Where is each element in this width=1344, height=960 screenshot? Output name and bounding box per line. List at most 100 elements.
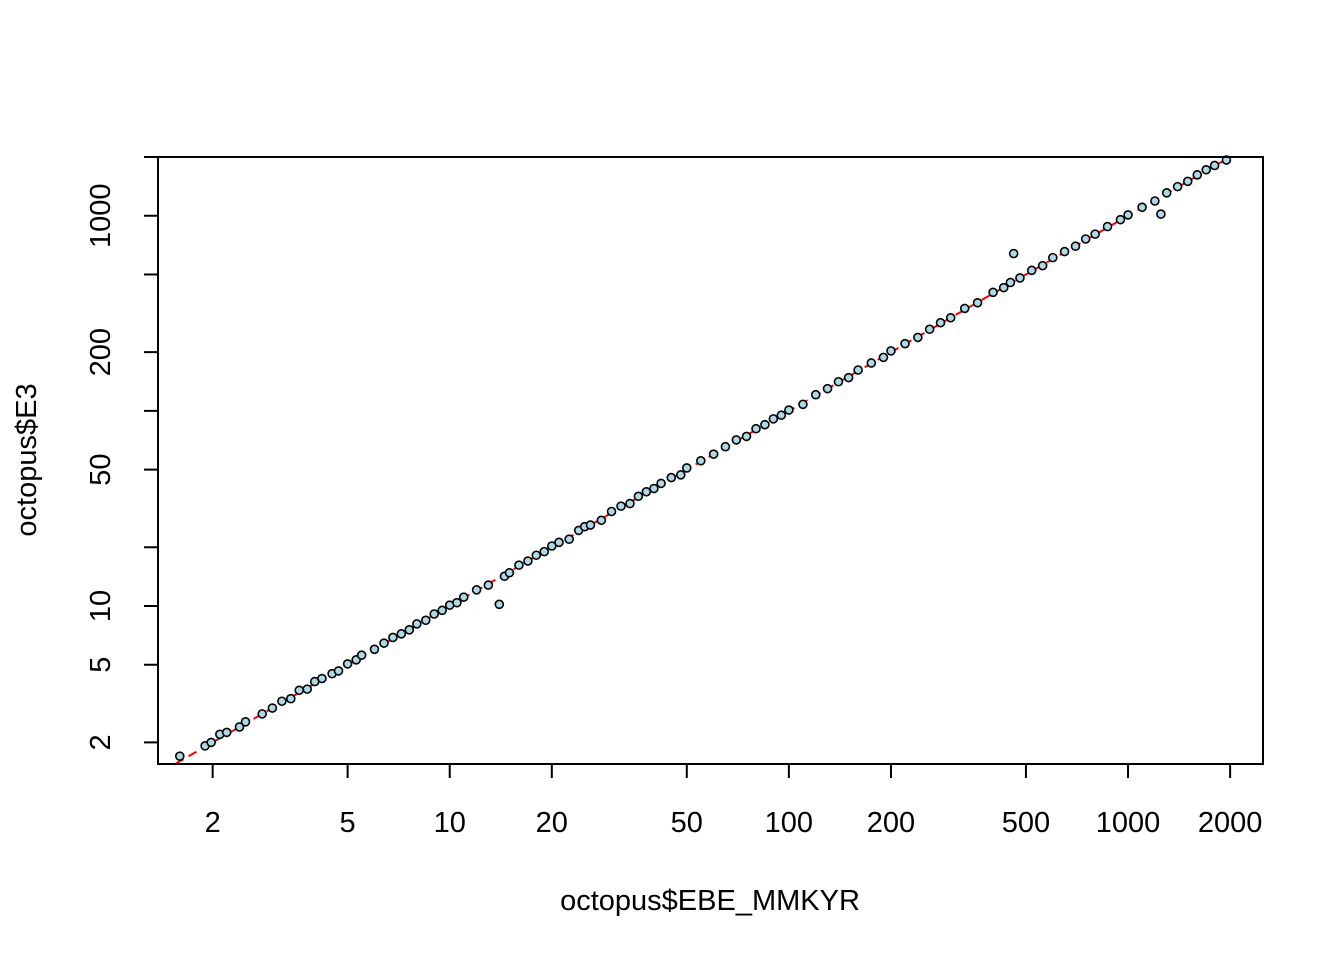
- data-point: [1172, 181, 1183, 192]
- data-point: [458, 592, 469, 602]
- data-point: [420, 615, 431, 626]
- data-point: [333, 666, 344, 676]
- x-axis: 2 5 10 20 50 100 200 500 1000 2000: [205, 763, 1262, 839]
- data-point: [741, 431, 752, 442]
- data-point: [596, 515, 607, 526]
- data-point: [1123, 210, 1133, 220]
- data-point: [1201, 164, 1211, 175]
- data-point: [1115, 214, 1126, 225]
- data-point: [633, 491, 644, 502]
- x-tick-label: 1000: [1096, 807, 1161, 839]
- data-point: [429, 609, 439, 619]
- data-point: [666, 472, 677, 483]
- data-point: [649, 483, 659, 494]
- data-point: [286, 693, 296, 704]
- data-point: [1047, 252, 1058, 263]
- x-tick-label: 5: [340, 807, 356, 839]
- data-point: [277, 696, 287, 707]
- data-point: [504, 567, 515, 578]
- data-point: [174, 751, 185, 761]
- y-tick-label: 10: [85, 590, 117, 622]
- data-point: [523, 556, 533, 566]
- data-point: [437, 605, 447, 616]
- data-point: [1026, 265, 1037, 276]
- data-point: [452, 597, 462, 608]
- data-point: [959, 303, 970, 314]
- x-tick-label: 2: [205, 807, 221, 839]
- data-point: [708, 449, 719, 459]
- data-point: [342, 659, 353, 669]
- data-point: [356, 650, 367, 660]
- data-point: [317, 673, 327, 684]
- data-point: [1161, 188, 1172, 198]
- data-point: [924, 324, 935, 335]
- data-point: [878, 352, 889, 363]
- y-tick-label: 5: [85, 657, 117, 673]
- data-point: [681, 463, 692, 473]
- data-point: [810, 389, 821, 400]
- data-point: [866, 358, 877, 368]
- y-tick-label: 2: [85, 734, 117, 750]
- y-axis: 2 5 10 50 200 1000: [85, 156, 159, 750]
- data-point: [412, 619, 422, 629]
- data-point: [1037, 260, 1048, 271]
- data-point: [514, 560, 524, 570]
- x-tick-label: 20: [536, 807, 568, 839]
- data-point: [221, 727, 232, 738]
- data-point: [471, 585, 482, 595]
- data-point: [751, 423, 761, 434]
- data-point: [972, 297, 983, 308]
- data-point: [731, 435, 742, 445]
- data-point: [531, 550, 542, 561]
- data-point: [822, 383, 833, 394]
- data-point: [606, 506, 617, 517]
- data-point: [886, 346, 896, 356]
- data-point: [768, 414, 779, 424]
- data-point: [404, 625, 415, 635]
- data-point: [853, 365, 863, 375]
- data-point: [833, 376, 844, 387]
- data-point: [935, 317, 946, 328]
- data-point: [843, 372, 854, 383]
- data-point: [1156, 209, 1166, 219]
- y-tick-label: 1000: [85, 183, 117, 248]
- data-point: [1015, 273, 1025, 283]
- data-point: [379, 638, 389, 648]
- x-axis-title: octopus$EBE_MMKYR: [560, 885, 860, 917]
- x-tick-label: 50: [671, 807, 703, 839]
- data-point: [539, 546, 550, 557]
- data-point: [1070, 241, 1081, 252]
- data-point: [585, 520, 596, 530]
- data-point: [240, 717, 251, 727]
- data-point: [388, 632, 398, 643]
- x-tick-label: 10: [434, 807, 466, 839]
- data-point: [913, 332, 923, 343]
- data-point: [1150, 196, 1160, 206]
- data-point: [1209, 160, 1220, 171]
- data-point: [1182, 176, 1193, 187]
- data-point: [998, 282, 1009, 293]
- data-point: [206, 737, 216, 748]
- data-point: [675, 470, 686, 480]
- data-point: [302, 684, 312, 694]
- y-axis-title: octopus$E3: [11, 383, 43, 536]
- data-point: [257, 709, 268, 719]
- x-tick-label: 200: [867, 807, 915, 839]
- data-point: [784, 405, 794, 415]
- data-point: [234, 722, 245, 732]
- x-tick-label: 500: [1002, 807, 1050, 839]
- data-point: [625, 498, 635, 509]
- data-point: [1192, 170, 1203, 180]
- data-point: [656, 478, 666, 489]
- data-point: [641, 486, 652, 497]
- data-point: [760, 419, 770, 430]
- data-point: [945, 312, 956, 323]
- data-point: [564, 534, 574, 544]
- data-point: [720, 441, 731, 452]
- y-tick-label: 200: [85, 328, 117, 376]
- data-point: [1137, 202, 1147, 213]
- data-point: [554, 537, 564, 548]
- data-point: [798, 399, 808, 410]
- data-point: [616, 501, 626, 511]
